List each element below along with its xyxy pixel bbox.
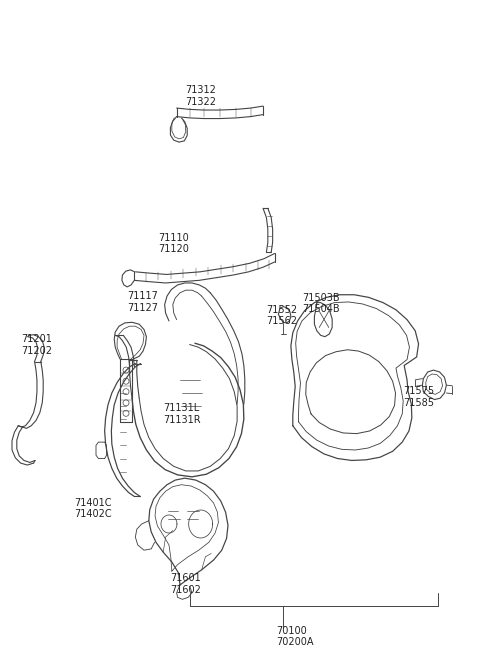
Text: 71131L
71131R: 71131L 71131R	[163, 403, 201, 425]
Text: 71601
71602: 71601 71602	[170, 573, 201, 595]
Text: 71117
71127: 71117 71127	[127, 291, 158, 313]
Text: 70100
70200A: 70100 70200A	[276, 626, 313, 647]
Text: 71503B
71504B: 71503B 71504B	[302, 293, 340, 314]
Text: 71201
71202: 71201 71202	[22, 334, 53, 356]
Text: 71312
71322: 71312 71322	[185, 85, 216, 107]
Text: 71575
71585: 71575 71585	[403, 386, 434, 408]
Text: 71110
71120: 71110 71120	[158, 233, 189, 254]
Text: 71552
71562: 71552 71562	[266, 305, 298, 326]
Text: 71401C
71402C: 71401C 71402C	[74, 498, 112, 519]
